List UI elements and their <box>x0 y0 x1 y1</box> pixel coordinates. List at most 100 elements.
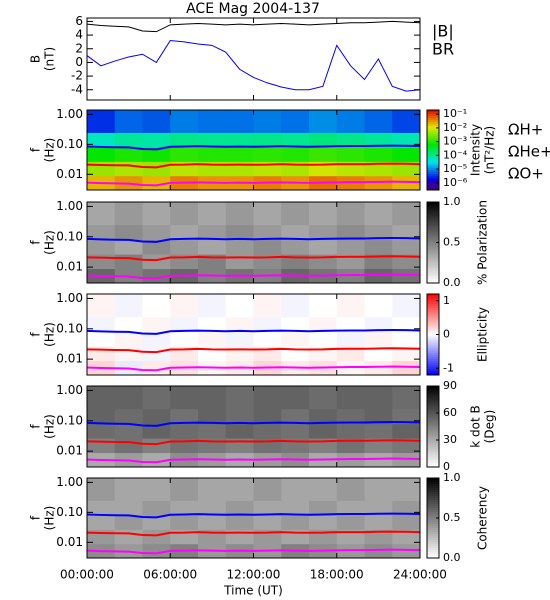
colorbar-step <box>427 556 439 559</box>
colorbar-step <box>427 112 439 115</box>
heatmap-cell <box>336 386 365 410</box>
colorbar-tick-label: 1 <box>443 294 450 307</box>
colorbar-step <box>427 312 439 315</box>
heatmap-cell <box>392 254 420 270</box>
colorbar-step <box>427 478 439 481</box>
y-tick-label: 0.10 <box>56 229 83 243</box>
x-tick-label: 00:00:00 <box>60 568 114 582</box>
heatmap-cell <box>114 331 143 347</box>
plot-area <box>87 294 420 375</box>
heatmap-cell <box>198 500 227 516</box>
colorbar-step <box>427 398 439 401</box>
heatmap-cell <box>198 294 227 318</box>
colorbar-step <box>427 448 439 452</box>
colorbar-step <box>427 246 439 250</box>
y-axis-label: f <box>29 240 43 245</box>
heatmap-cell <box>364 147 393 162</box>
colorbar-step <box>427 202 439 205</box>
colorbar-tick-label: 1.0 <box>443 195 461 208</box>
heatmap-cell <box>253 408 282 425</box>
heatmap-cell <box>364 529 393 545</box>
colorbar-step <box>427 438 439 442</box>
heatmap-cell <box>392 316 420 333</box>
colorbar-frame <box>426 109 440 191</box>
y-tick-label: 0.01 <box>56 535 83 549</box>
colorbar-step <box>427 128 439 131</box>
colorbar-step <box>427 426 439 430</box>
colorbar-step <box>427 388 439 391</box>
heatmap-cell <box>87 423 116 439</box>
colorbar-step <box>427 124 439 127</box>
legend-label: ΩHe+ <box>508 143 550 161</box>
series-line <box>87 439 420 446</box>
colorbar-step <box>427 244 439 248</box>
colorbar-step <box>427 132 439 135</box>
colorbar-step <box>427 138 439 141</box>
heatmap-cell <box>225 202 254 226</box>
heatmap-cell <box>87 147 116 162</box>
heatmap-cell <box>142 268 171 283</box>
colorbar-step <box>427 538 439 541</box>
colorbar-tick-label: -1 <box>443 361 454 374</box>
heatmap-cell <box>142 452 171 467</box>
colorbar-step <box>427 410 439 413</box>
colorbar-step <box>427 142 439 145</box>
heatmap-cell <box>309 147 338 162</box>
heatmap-cell <box>309 515 338 530</box>
heatmap-cell <box>142 294 171 318</box>
colorbar-step <box>427 390 439 393</box>
colorbar-step <box>427 396 439 399</box>
colorbar-step <box>427 406 439 409</box>
colorbar-tick-label: 10⁻³ <box>443 135 467 148</box>
heatmap-cell <box>392 515 420 530</box>
colorbar-step <box>427 370 439 374</box>
heatmap-cell <box>336 224 365 241</box>
colorbar-step <box>427 414 439 417</box>
colorbar-tick-label: 10⁻⁴ <box>443 148 468 161</box>
heatmap-cell <box>281 147 310 162</box>
heatmap-cell <box>309 478 338 501</box>
heatmap-cell <box>281 132 310 148</box>
colorbar-step <box>427 532 439 535</box>
colorbar-step <box>427 412 439 415</box>
colorbar-step <box>427 486 439 489</box>
colorbar-step <box>427 322 439 325</box>
heatmap-cell <box>225 408 254 425</box>
heatmap-cell <box>114 529 143 545</box>
colorbar-step <box>427 220 439 223</box>
heatmap-cell <box>198 147 227 162</box>
heatmap-cell <box>392 478 420 501</box>
heatmap-cell <box>142 254 171 270</box>
heatmap-cell <box>114 478 143 501</box>
colorbar-step <box>427 302 439 305</box>
heatmap-cell <box>225 147 254 162</box>
series-line <box>87 457 420 464</box>
colorbar-label: Ellipticity <box>476 307 490 362</box>
heatmap-cell <box>142 239 171 255</box>
heatmap-cell <box>253 386 282 410</box>
heatmap-cell <box>336 408 365 425</box>
heatmap-cell <box>142 316 171 333</box>
heatmap-cell <box>392 161 420 177</box>
colorbar-step <box>427 420 439 423</box>
heatmap-cell <box>253 202 282 226</box>
heatmap-cell <box>364 386 393 410</box>
colorbar-step <box>427 452 439 456</box>
heatmap-cell <box>364 175 393 190</box>
heatmap-cell <box>170 331 199 347</box>
heatmap-cell <box>114 110 143 133</box>
series-line <box>87 144 420 151</box>
colorbar-step <box>427 254 439 258</box>
y-tick-label: 0.10 <box>56 413 83 427</box>
colorbar-step <box>427 166 439 169</box>
colorbar-step <box>427 326 439 329</box>
heatmap-cell <box>142 202 171 226</box>
heatmap-cell <box>392 239 420 255</box>
colorbar-step <box>427 442 439 446</box>
colorbar-step <box>427 130 439 133</box>
heatmap-cell <box>364 478 393 501</box>
colorbar-step <box>427 342 439 346</box>
colorbar-step <box>427 320 439 323</box>
heatmap-cell <box>142 175 171 190</box>
heatmap-cell <box>87 224 116 241</box>
